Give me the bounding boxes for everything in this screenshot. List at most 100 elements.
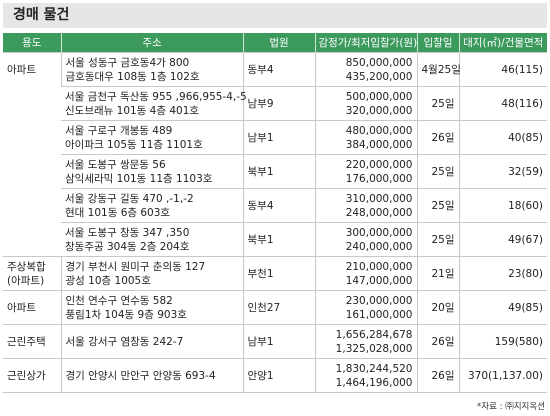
date-cell: 26일 <box>416 324 459 359</box>
price-cell: 300,000,000 240,000,000 <box>314 222 417 257</box>
table-row: 근린주택 서울 강서구 염창동 242-7 남부1 1,656,284,678 1,32… <box>3 324 547 359</box>
price-text: 230,000,000 <box>345 294 413 307</box>
price-cell: 500,000,000 320,000,000 <box>314 86 417 121</box>
area-text: 40(85) <box>508 131 543 144</box>
date-text: 25일 <box>431 199 455 212</box>
address-text: 금호동대우 108동 1층 102호 <box>65 70 200 83</box>
column-header: 입찰일 <box>416 33 459 53</box>
area-cell: 32(59) <box>458 154 547 189</box>
price-text: 220,000,000 <box>345 158 413 171</box>
table-row: 주상복합 (아파트) 경기 부천시 원미구 춘의동 127 광성 10층 1005호 부… <box>3 256 547 291</box>
address-text: 창동주공 304동 2층 204호 <box>65 240 190 253</box>
area-cell: 46(115) <box>458 52 547 87</box>
price-cell: 1,830,244,520 1,464,196,000 <box>314 358 417 393</box>
price-text: 384,000,000 <box>345 138 413 151</box>
court-text: 남부9 <box>247 97 274 110</box>
area-cell: 159(580) <box>458 324 547 359</box>
date-cell: 25일 <box>416 86 459 121</box>
column-header: 주소 <box>60 33 243 53</box>
table-row: 근린상가 경기 안양시 만안구 안양동 693-4 안양1 1,830,244,520… <box>3 358 547 393</box>
address-cell: 서울 도봉구 쌍문동 56 삼익세라믹 101동 11층 1103호 <box>61 154 243 189</box>
price-text: 320,000,000 <box>345 104 413 117</box>
address-cell: 인천 연수구 연수동 582 풍림1차 104동 9층 903호 <box>60 290 243 325</box>
address-text: 서울 강서구 염창동 242-7 <box>65 335 184 348</box>
court-cell: 남부1 <box>242 324 315 359</box>
address-text: 현대 101동 6층 603호 <box>65 206 171 219</box>
area-text: 18(60) <box>508 199 543 212</box>
address-text: 서울 구로구 개봉동 489 <box>65 124 173 137</box>
address-text: 서울 도봉구 창동 347 ,350 <box>65 226 190 239</box>
price-cell: 220,000,000 176,000,000 <box>314 154 417 189</box>
price-text: 300,000,000 <box>345 226 413 239</box>
address-text: 경기 부천시 원미구 춘의동 127 <box>65 260 206 273</box>
use-cell: 근린주택 <box>3 324 61 359</box>
price-text: 1,830,244,520 <box>335 362 413 375</box>
address-cell: 경기 안양시 만안구 안양동 693-4 <box>60 358 243 393</box>
column-header: 감정가/최저입찰가(원) <box>314 33 417 53</box>
court-cell: 동부4 <box>242 52 315 87</box>
area-cell: 49(85) <box>458 290 547 325</box>
price-cell: 230,000,000 161,000,000 <box>314 290 417 325</box>
area-cell: 49(67) <box>458 222 547 257</box>
date-text: 25일 <box>431 233 455 246</box>
date-text: 26일 <box>431 335 455 348</box>
date-cell: 25일 <box>416 154 459 189</box>
date-text: 26일 <box>431 369 455 382</box>
court-cell: 안양1 <box>242 358 315 393</box>
table-row: 서울 도봉구 쌍문동 56 삼익세라믹 101동 11층 1103호 북부1 220,… <box>3 154 547 189</box>
price-text: 310,000,000 <box>345 192 413 205</box>
address-text: 서울 금천구 독산동 955 ,966,955-4,-5 <box>65 90 247 103</box>
court-cell: 남부9 <box>242 86 315 121</box>
use-text: 주상복합 <box>7 260 46 273</box>
court-text: 부천1 <box>247 267 274 280</box>
address-text: 서울 도봉구 쌍문동 56 <box>65 158 166 171</box>
area-text: 370(1,137.00) <box>468 369 543 382</box>
use-cell: 아파트 <box>3 52 61 257</box>
use-text: (아파트) <box>7 274 45 287</box>
area-text: 159(580) <box>494 335 543 348</box>
court-text: 안양1 <box>247 369 274 382</box>
price-cell: 850,000,000 435,200,000 <box>314 52 417 87</box>
price-cell: 480,000,000 384,000,000 <box>314 120 417 155</box>
address-text: 인천 연수구 연수동 582 <box>65 294 173 307</box>
address-cell: 경기 부천시 원미구 춘의동 127 광성 10층 1005호 <box>60 256 243 291</box>
address-cell: 서울 도봉구 창동 347 ,350 창동주공 304동 2층 204호 <box>61 222 243 257</box>
table-body: 아파트 서울 성동구 금호동4가 800 금호동대우 108동 1층 102호 동부4… <box>3 52 547 393</box>
auction-table: 용도 주소 법원 감정가/최저입찰가(원) 입찰일 대지(㎡)/건물면적 아파트 서울 성동… <box>3 33 547 393</box>
area-cell: 48(116) <box>458 86 547 121</box>
court-cell: 부천1 <box>242 256 315 291</box>
date-cell: 20일 <box>416 290 459 325</box>
area-text: 49(67) <box>508 233 543 246</box>
date-text: 20일 <box>431 301 455 314</box>
address-text: 서울 강동구 길동 470 ,-1,-2 <box>65 192 194 205</box>
price-text: 1,325,028,000 <box>335 342 413 355</box>
use-cell: 아파트 <box>3 290 61 325</box>
area-cell: 18(60) <box>458 188 547 223</box>
area-text: 23(80) <box>508 267 543 280</box>
address-cell: 서울 구로구 개봉동 489 아이파크 105동 11층 1101호 <box>61 120 243 155</box>
price-text: 1,464,196,000 <box>335 376 413 389</box>
date-cell: 26일 <box>416 120 459 155</box>
date-text: 4월25일 <box>421 63 461 76</box>
column-header: 용도 <box>3 33 61 53</box>
area-cell: 370(1,137.00) <box>458 358 547 393</box>
table-row: 서울 금천구 독산동 955 ,966,955-4,-5 신도브래뉴 101동 4… <box>3 86 547 121</box>
area-text: 32(59) <box>508 165 543 178</box>
court-text: 남부1 <box>247 131 274 144</box>
address-text: 신도브래뉴 101동 4층 401호 <box>65 104 200 117</box>
date-text: 21일 <box>431 267 455 280</box>
price-text: 240,000,000 <box>345 240 413 253</box>
use-text: 아파트 <box>7 301 36 314</box>
court-cell: 동부4 <box>242 188 315 223</box>
area-text: 46(115) <box>501 63 543 76</box>
date-cell: 25일 <box>416 222 459 257</box>
column-header: 법원 <box>242 33 315 53</box>
address-text: 아이파크 105동 11층 1101호 <box>65 138 203 151</box>
address-text: 광성 10층 1005호 <box>65 274 151 287</box>
price-text: 480,000,000 <box>345 124 413 137</box>
header-row: 용도 주소 법원 감정가/최저입찰가(원) 입찰일 대지(㎡)/건물면적 <box>3 33 547 53</box>
area-text: 48(116) <box>501 97 543 110</box>
use-cell: 주상복합 (아파트) <box>3 256 61 291</box>
date-cell: 25일 <box>416 188 459 223</box>
